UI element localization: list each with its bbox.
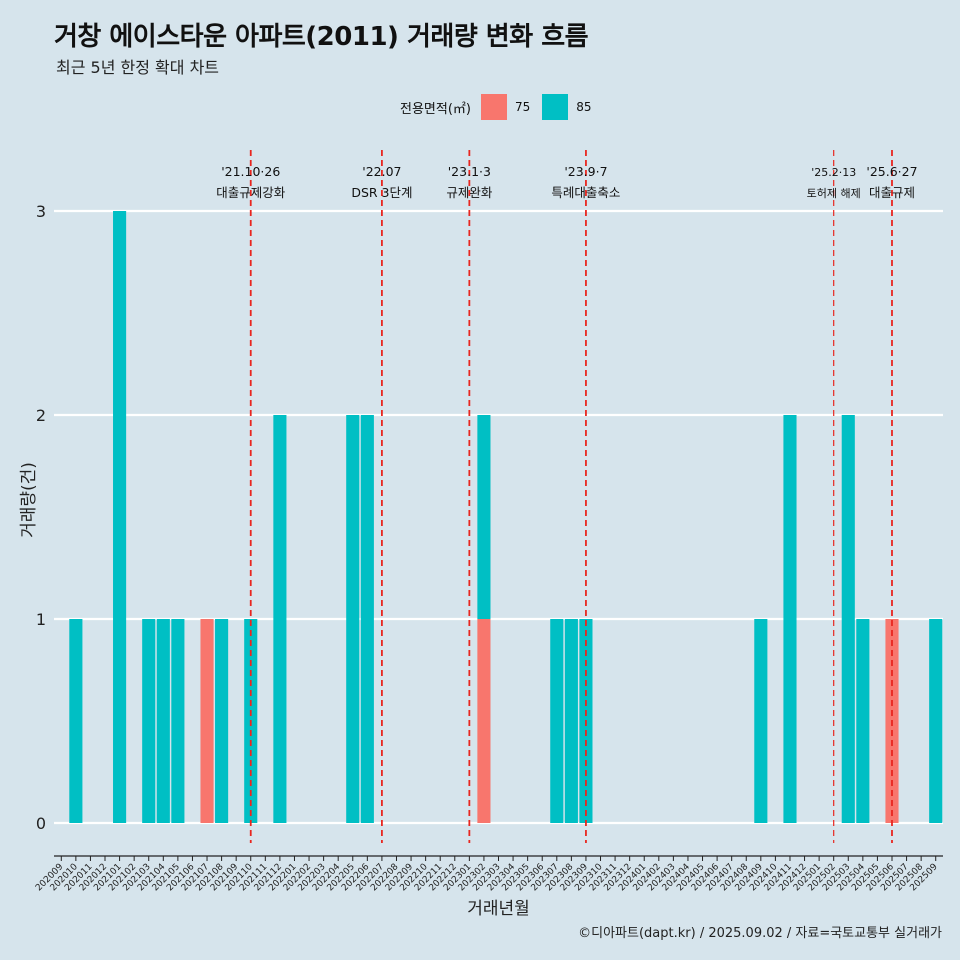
legend-label-85: 85 bbox=[576, 100, 592, 114]
bar-85-202409 bbox=[754, 619, 768, 823]
legend-label-75: 75 bbox=[514, 100, 531, 114]
bar-85-202101 bbox=[113, 211, 127, 823]
event-label-202502: 토허제 해제 bbox=[807, 186, 861, 200]
y-tick-label-3: 3 bbox=[36, 202, 46, 221]
bar-85-202010 bbox=[69, 619, 83, 823]
bar-85-202411 bbox=[783, 415, 797, 823]
bar-85-202504 bbox=[856, 619, 870, 823]
legend: 전용면적(㎡) 75 85 bbox=[400, 93, 604, 121]
y-tick-label-2: 2 bbox=[36, 406, 46, 425]
event-label-202301: 규제완화 bbox=[446, 185, 493, 200]
bar-85-202302 bbox=[477, 415, 491, 619]
y-axis-title: 거래량(건) bbox=[19, 462, 39, 538]
bar-85-202307 bbox=[550, 619, 564, 823]
y-tick-label-1: 1 bbox=[36, 610, 46, 629]
source-caption: ©디아파트(dapt.kr) / 2025.09.02 / 자료=국토교통부 실… bbox=[578, 926, 942, 941]
x-axis-title: 거래년월 bbox=[467, 899, 530, 919]
bar-85-202103 bbox=[142, 619, 156, 823]
event-date-202301: '23.1·3 bbox=[448, 164, 491, 179]
y-tick-label-0: 0 bbox=[36, 814, 46, 833]
event-date-202207: '22.07 bbox=[362, 164, 401, 179]
legend-title: 전용면적(㎡) bbox=[400, 101, 471, 117]
event-date-202309: '23.9·7 bbox=[564, 164, 607, 179]
bar-85-202112 bbox=[273, 415, 287, 823]
event-date-202110: '21.10·26 bbox=[221, 164, 280, 179]
legend-key-85 bbox=[542, 94, 569, 120]
bar-85-202308 bbox=[564, 619, 578, 823]
event-label-202110: 대출규제강화 bbox=[216, 185, 286, 200]
bar-75-202107 bbox=[200, 619, 214, 823]
event-date-202506: '25.6·27 bbox=[866, 164, 917, 179]
legend-key-75 bbox=[480, 94, 507, 120]
bar-85-202509 bbox=[929, 619, 943, 823]
event-label-202506: 대출규제 bbox=[869, 185, 915, 200]
event-label-202207: DSR 3단계 bbox=[351, 185, 412, 200]
event-date-202502: '25.2·13 bbox=[811, 166, 856, 179]
bar-85-202105 bbox=[171, 619, 185, 823]
bar-75-202302 bbox=[477, 619, 491, 823]
bar-85-202104 bbox=[156, 619, 170, 823]
bar-85-202206 bbox=[360, 415, 374, 823]
chart-subtitle: 최근 5년 한정 확대 차트 bbox=[56, 58, 220, 77]
chart-title: 거창 에이스타운 아파트(2011) 거래량 변화 흐름 bbox=[54, 22, 589, 52]
bar-85-202503 bbox=[841, 415, 855, 823]
event-label-202309: 특례대출축소 bbox=[551, 185, 620, 200]
bar-85-202205 bbox=[346, 415, 360, 823]
bar-85-202108 bbox=[215, 619, 229, 823]
